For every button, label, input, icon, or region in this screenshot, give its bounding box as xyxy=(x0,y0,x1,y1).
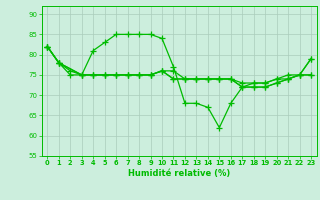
X-axis label: Humidité relative (%): Humidité relative (%) xyxy=(128,169,230,178)
